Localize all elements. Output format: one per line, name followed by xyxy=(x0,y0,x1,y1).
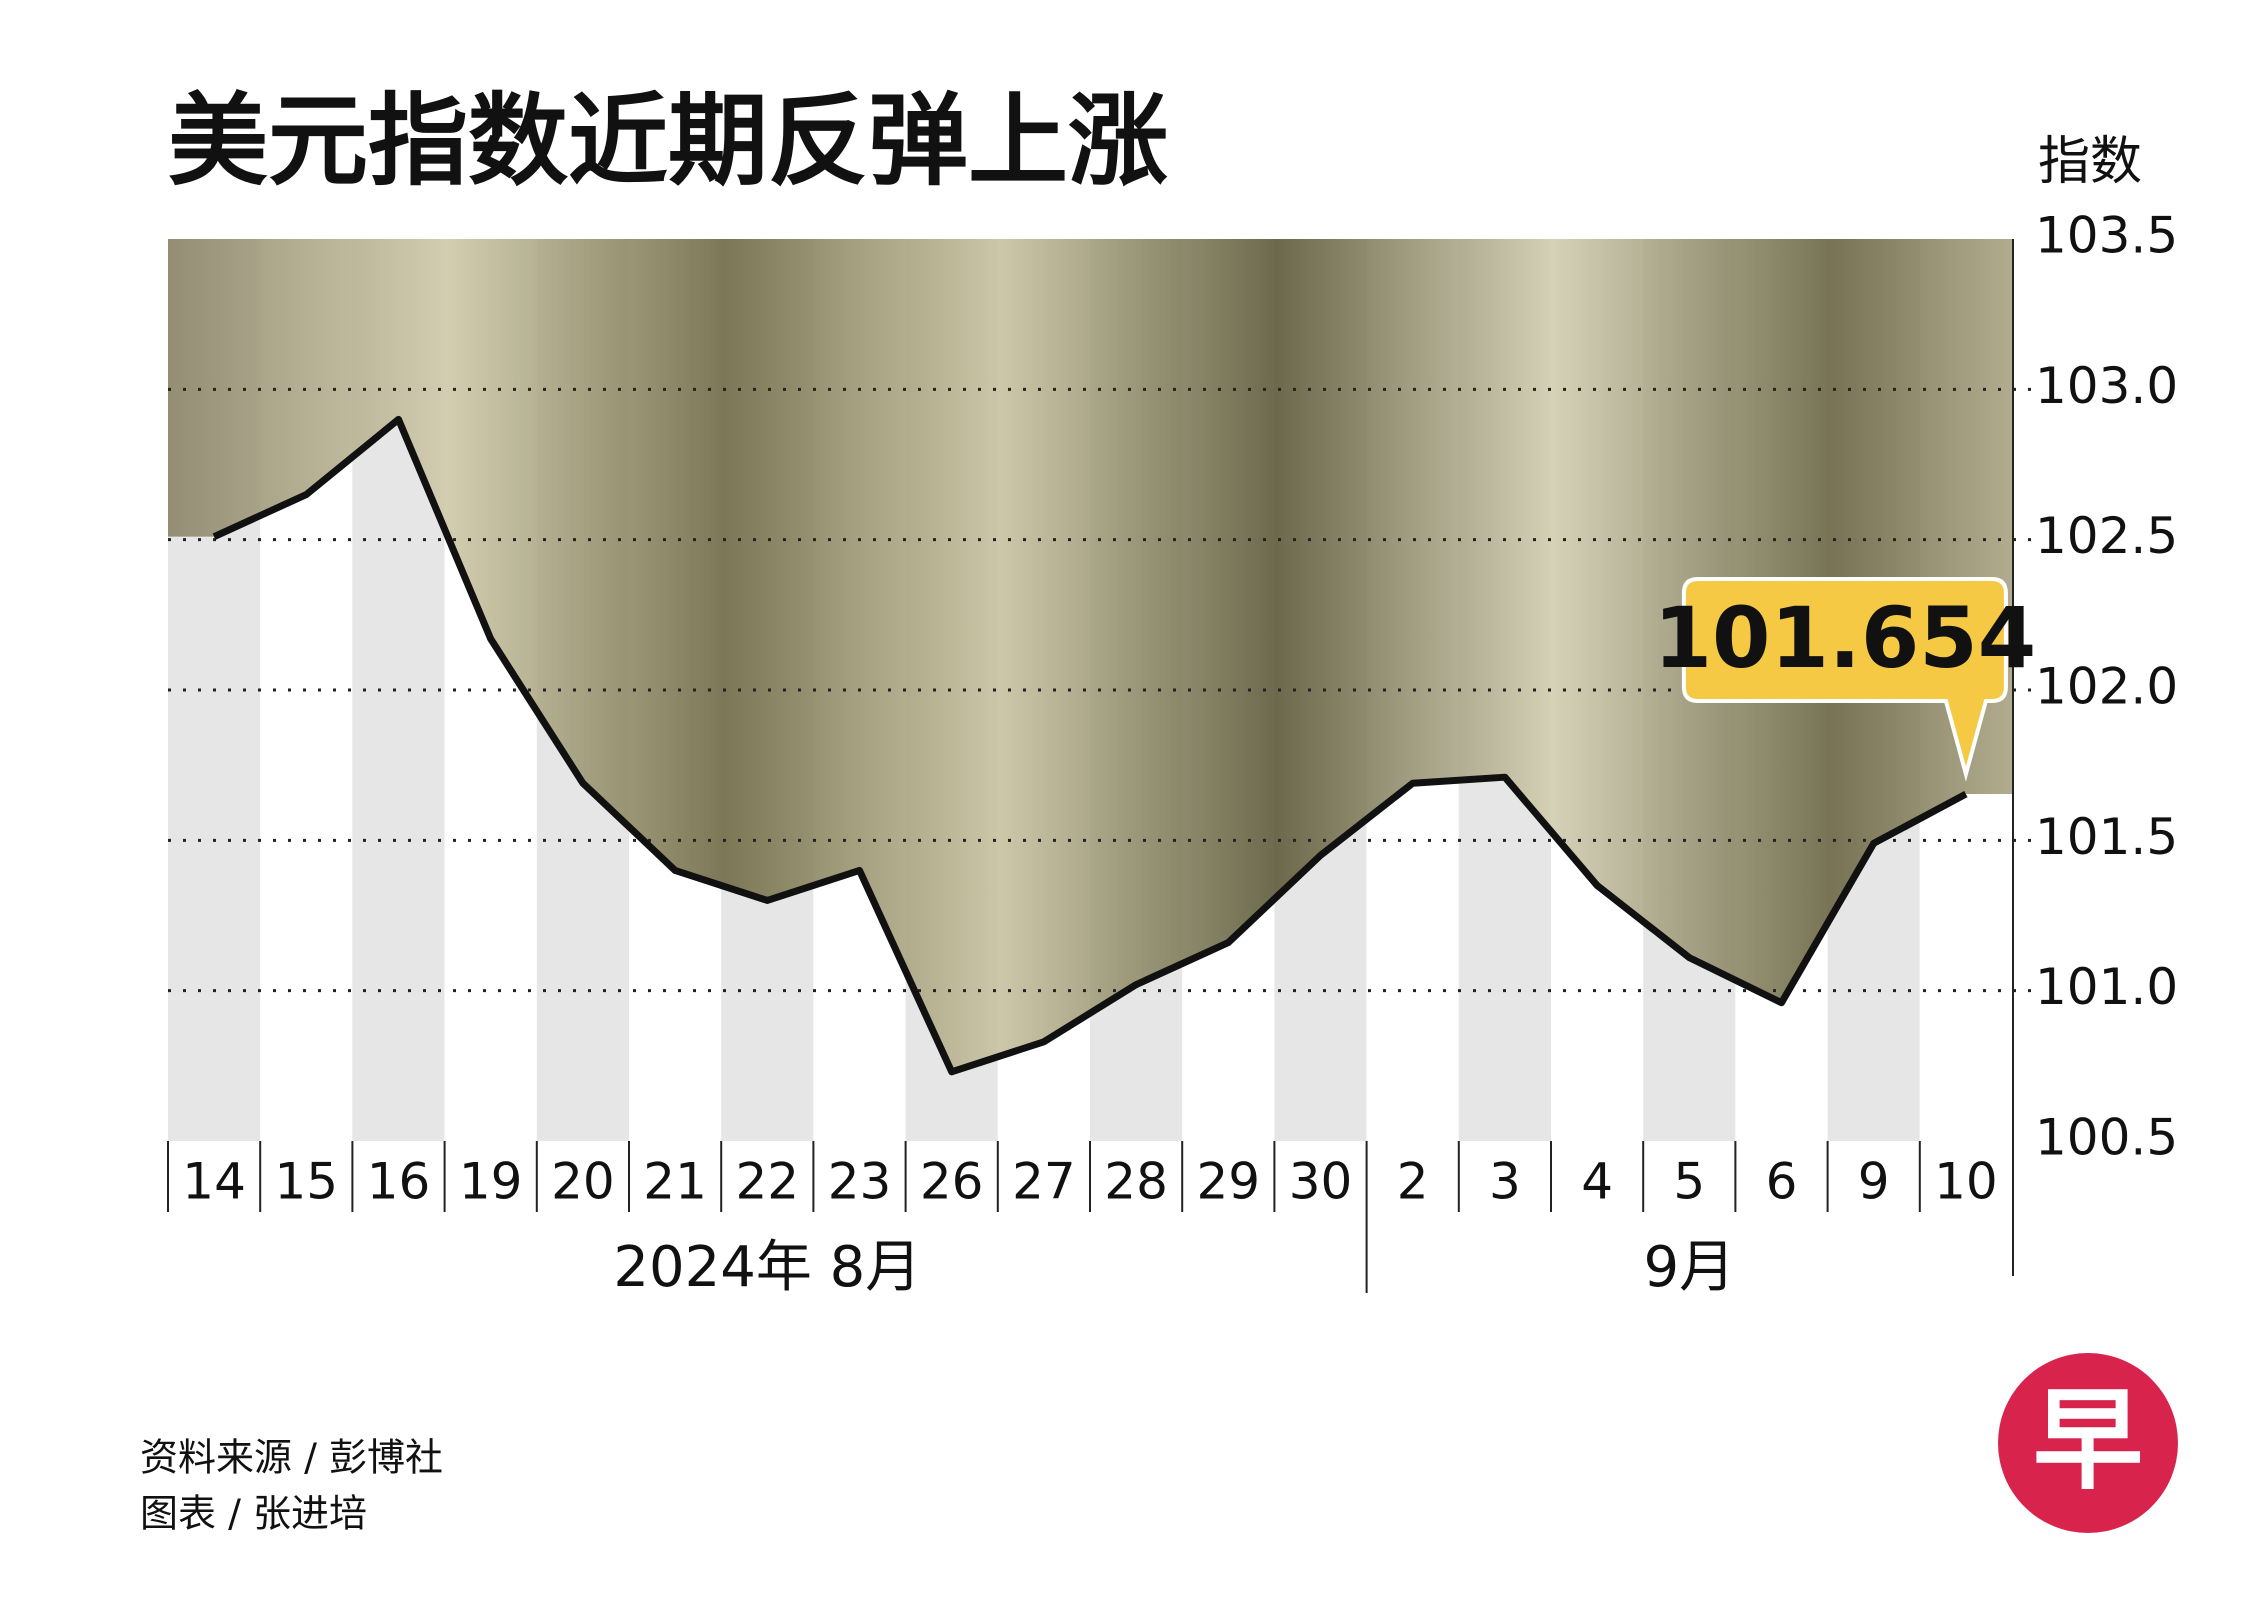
month-label: 9月 xyxy=(1643,1235,1735,1300)
x-tick-label: 27 xyxy=(1012,1153,1076,1211)
x-tick-label: 21 xyxy=(643,1153,707,1211)
x-tick-label: 9 xyxy=(1858,1153,1890,1211)
x-tick-label: 23 xyxy=(828,1153,892,1211)
logo-circle xyxy=(1998,1353,2178,1533)
x-tick-label: 2 xyxy=(1397,1153,1429,1211)
x-tick-label: 4 xyxy=(1581,1153,1613,1211)
y-axis-label: 指数 xyxy=(2038,132,2142,192)
y-tick-label: 103.0 xyxy=(2035,357,2178,415)
y-tick-label: 102.0 xyxy=(2035,658,2178,716)
x-tick-label: 16 xyxy=(367,1153,431,1211)
x-tick-label: 5 xyxy=(1673,1153,1705,1211)
x-tick-label: 28 xyxy=(1104,1153,1168,1211)
price-line xyxy=(212,415,1968,1076)
x-tick-label: 19 xyxy=(459,1153,523,1211)
chart-title: 美元指数近期反弹上涨 xyxy=(168,82,1168,199)
y-tick-label: 100.5 xyxy=(2035,1109,2178,1167)
month-label: 2024年 8月 xyxy=(613,1235,921,1300)
x-tick-label: 3 xyxy=(1489,1153,1521,1211)
x-tick-label: 30 xyxy=(1289,1153,1353,1211)
callout-box xyxy=(1681,577,2008,782)
x-tick-label: 6 xyxy=(1766,1153,1798,1211)
source: 资料来源 / 彭博社 xyxy=(140,1436,443,1480)
logo: 早 xyxy=(2033,1376,2143,1504)
x-tick-label: 10 xyxy=(1934,1153,1998,1211)
x-tick-label: 29 xyxy=(1196,1153,1260,1211)
y-tick-label: 101.5 xyxy=(2035,808,2178,866)
y-tick-label: 101.0 xyxy=(2035,958,2178,1016)
x-tick-label: 22 xyxy=(735,1153,799,1211)
x-tick-label: 15 xyxy=(274,1153,338,1211)
credit: 图表 / 张进培 xyxy=(140,1492,367,1536)
value-label: 101.654 xyxy=(1654,589,2037,687)
x-tick-label: 26 xyxy=(920,1153,984,1211)
x-tick-label: 20 xyxy=(551,1153,615,1211)
x-tick-label: 14 xyxy=(182,1153,246,1211)
y-tick-label: 103.5 xyxy=(2035,207,2178,265)
y-tick-label: 102.5 xyxy=(2035,507,2178,565)
